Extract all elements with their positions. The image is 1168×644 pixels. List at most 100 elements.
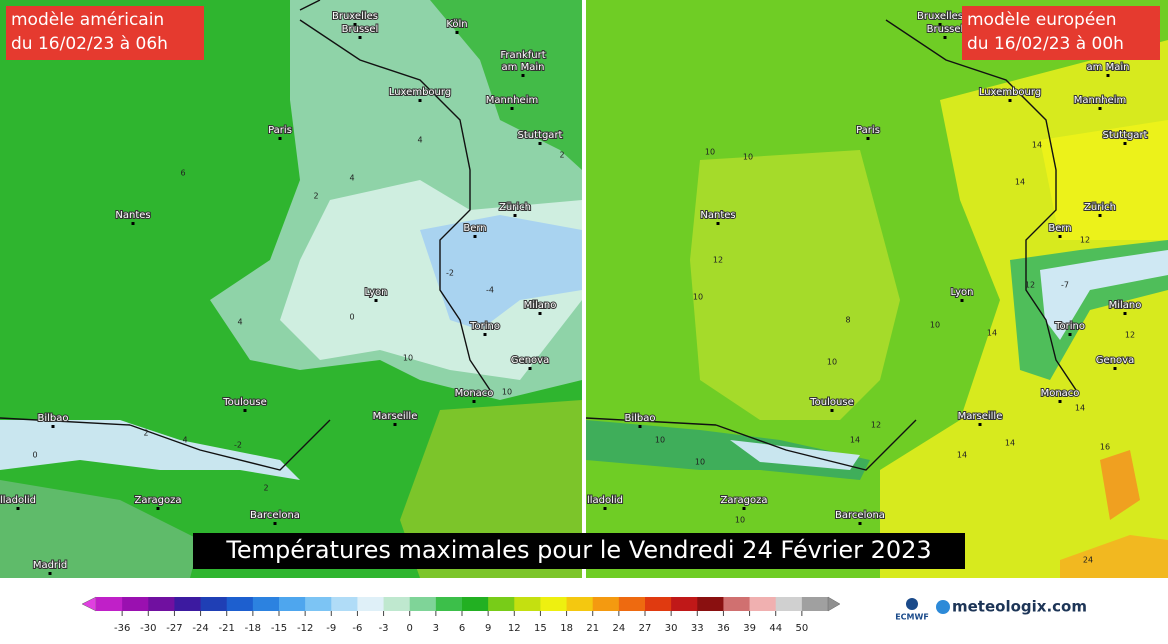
colorbar-bin bbox=[122, 597, 149, 611]
contour-label: 10 bbox=[827, 358, 837, 367]
contour-label: 2 bbox=[313, 192, 318, 201]
colorbar-tick-label: 0 bbox=[407, 623, 413, 634]
city-dot bbox=[521, 62, 525, 65]
contour-label: 10 bbox=[693, 293, 703, 302]
city-label: Nantes bbox=[700, 210, 735, 221]
contour-label: 8 bbox=[845, 316, 850, 325]
colorbar-bin bbox=[801, 597, 829, 611]
city-label: Torino bbox=[469, 321, 500, 332]
city-label: Torino bbox=[1054, 321, 1085, 332]
contour-label: 10 bbox=[735, 516, 745, 525]
colorbar-bin bbox=[723, 597, 751, 611]
contour-label: 0 bbox=[32, 451, 37, 460]
city-dot bbox=[243, 409, 247, 412]
brand-icon bbox=[936, 600, 950, 614]
city-label: Luxembourg bbox=[389, 87, 451, 98]
ecmwf-logo: ECMWF bbox=[895, 613, 929, 622]
colorbar-bin bbox=[409, 597, 437, 611]
city-dot bbox=[51, 425, 55, 428]
colorbar-tick-label: -18 bbox=[245, 623, 261, 634]
map-left bbox=[0, 0, 582, 578]
model-label: modèle européen bbox=[967, 10, 1117, 30]
colorbar-bin bbox=[96, 597, 123, 611]
contour-label: 14 bbox=[957, 451, 967, 460]
contour-label: 12 bbox=[1025, 281, 1035, 290]
contour-label: 4 bbox=[182, 436, 187, 445]
colorbar-tick-label: -9 bbox=[326, 623, 336, 634]
city-dot bbox=[521, 74, 525, 77]
city-dot bbox=[1106, 74, 1110, 77]
contour-label: 14 bbox=[1032, 141, 1042, 150]
city-dot bbox=[1068, 333, 1072, 336]
contour-label: -2 bbox=[234, 441, 242, 450]
city-dot bbox=[48, 572, 52, 575]
contour-label: -4 bbox=[486, 286, 494, 295]
city-dot bbox=[638, 425, 642, 428]
contour-label: 10 bbox=[403, 354, 413, 363]
city-label: Toulouse bbox=[809, 397, 853, 408]
contour-label: 14 bbox=[850, 436, 860, 445]
contour-label: 4 bbox=[237, 318, 242, 327]
city-label: Stuttgart bbox=[518, 130, 563, 141]
colorbar-bin bbox=[383, 597, 411, 611]
contour-label: 10 bbox=[655, 436, 665, 445]
city-label: Bilbao bbox=[37, 413, 68, 424]
city-dot bbox=[866, 137, 870, 140]
colorbar-tick-label: 27 bbox=[639, 623, 652, 634]
city-label: Brussel bbox=[927, 24, 964, 35]
colorbar-tick-label: -21 bbox=[219, 623, 235, 634]
contour-label: 4 bbox=[417, 136, 422, 145]
city-dot bbox=[978, 423, 982, 426]
colorbar-arrow-left bbox=[81, 596, 97, 612]
contour-label: 12 bbox=[871, 421, 881, 430]
city-dot bbox=[1098, 214, 1102, 217]
contour-label: -7 bbox=[1061, 281, 1069, 290]
city-dot bbox=[960, 299, 964, 302]
colorbar-bin bbox=[305, 597, 332, 611]
city-label: Stuttgart bbox=[1103, 130, 1148, 141]
colorbar-tick-label: 36 bbox=[717, 623, 730, 634]
colorbar-tick-label: 44 bbox=[769, 623, 782, 634]
city-label: Toulouse bbox=[222, 397, 266, 408]
city-label: Lyon bbox=[364, 287, 387, 298]
city-dot bbox=[483, 333, 487, 336]
colorbar-tick-label: 6 bbox=[459, 623, 465, 634]
model-label: du 16/02/23 à 06h bbox=[11, 34, 168, 54]
colorbar-tick-label: 3 bbox=[433, 623, 439, 634]
colorbar-bin bbox=[566, 597, 594, 611]
colorbar-tick-label: -6 bbox=[352, 623, 362, 634]
contour-label: 12 bbox=[1125, 331, 1135, 340]
caption: Températures maximales pour le Vendredi … bbox=[225, 536, 931, 564]
colorbar-tick-label: -27 bbox=[166, 623, 182, 634]
colorbar-bin bbox=[279, 597, 306, 611]
colorbar-bin bbox=[749, 597, 777, 611]
city-label: Mannheim bbox=[1074, 95, 1126, 106]
city-label: Nantes bbox=[115, 210, 150, 221]
city-dot bbox=[938, 23, 942, 26]
colorbar-tick-label: 39 bbox=[743, 623, 756, 634]
colorbar-tick-label: -3 bbox=[379, 623, 389, 634]
city-dot bbox=[131, 222, 135, 225]
city-dot bbox=[358, 36, 362, 39]
colorbar-bin bbox=[775, 597, 803, 611]
city-dot bbox=[1123, 142, 1127, 145]
city-label: Marseille bbox=[958, 411, 1003, 422]
city-dot bbox=[742, 507, 746, 510]
city-label: Marseille bbox=[373, 411, 418, 422]
colorbar-bin bbox=[488, 597, 515, 611]
contour-label: 4 bbox=[349, 174, 354, 183]
city-label: Bilbao bbox=[624, 413, 655, 424]
city-label: Milano bbox=[524, 300, 557, 311]
city-label: Barcelona bbox=[835, 510, 885, 521]
city-dot bbox=[472, 400, 476, 403]
colorbar-tick-label: -15 bbox=[271, 623, 287, 634]
colorbar-tick-label: -36 bbox=[114, 623, 130, 634]
colorbar-bin bbox=[462, 597, 489, 611]
colorbar-bin bbox=[148, 597, 175, 611]
colorbar-tick-label: -24 bbox=[192, 623, 208, 634]
city-label: Luxembourg bbox=[979, 87, 1041, 98]
map-right bbox=[586, 0, 1168, 578]
contour-label: 12 bbox=[713, 256, 723, 265]
contour-label: 14 bbox=[1005, 439, 1015, 448]
